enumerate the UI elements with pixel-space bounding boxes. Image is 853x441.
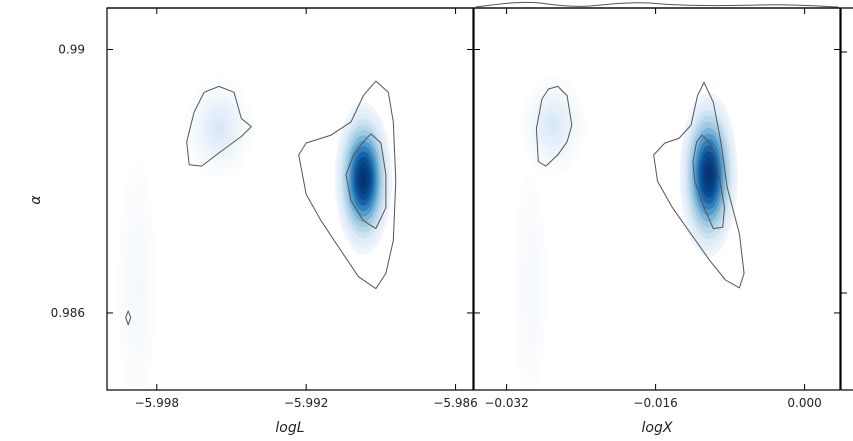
contour-2 [345, 133, 387, 230]
contour-0 [186, 85, 252, 167]
density-peak-0-level-13 [361, 173, 366, 185]
next-panel-edge [840, 8, 853, 391]
x-tick-label: 0.000 [787, 396, 821, 410]
density-contours [535, 81, 745, 289]
density-contours [125, 80, 397, 326]
x-axis-label: logL [275, 420, 304, 436]
density-heatmap [512, 74, 738, 390]
contour-1 [298, 80, 397, 290]
contour-0 [535, 85, 573, 167]
panel-logL-alpha: −5.998 −5.992 −5.986 0.99 0.986 logL α [28, 7, 478, 436]
contour-2 [692, 134, 725, 230]
contour-3 [125, 310, 132, 326]
density-heatmap [117, 77, 393, 390]
density-peak-0-level-13 [706, 168, 711, 181]
panel-logX-alpha: −0.032 −0.016 0.000 logX [473, 7, 841, 436]
x-tick-label: −0.016 [633, 396, 677, 410]
x-axis-ticks: −0.032 −0.016 0.000 [484, 8, 822, 410]
x-tick-label: −0.032 [484, 396, 528, 410]
x-tick-label: −5.998 [135, 396, 179, 410]
top-marginal-strip [107, 1, 853, 9]
x-axis-label: logX [642, 420, 673, 436]
x-tick-label: −5.992 [284, 396, 328, 410]
density-peak-1-level-13 [216, 124, 222, 132]
panel-frame [473, 7, 841, 391]
y-axis-ticks [474, 48, 840, 314]
contour-1 [653, 81, 745, 289]
y-tick-label: 0.986 [51, 306, 85, 320]
marginal-density-curve [475, 1, 839, 8]
density-peak-2-level-13 [134, 274, 139, 300]
panel-frame [106, 7, 474, 391]
density-peak-1-level-13 [550, 121, 556, 129]
y-tick-label: 0.99 [58, 42, 85, 56]
x-tick-label: −5.986 [433, 396, 477, 410]
y-axis-label: α [28, 195, 44, 205]
y-axis-ticks: 0.99 0.986 [51, 42, 473, 320]
x-axis-ticks: −5.998 −5.992 −5.986 [135, 8, 478, 410]
density-peak-2-level-13 [527, 274, 532, 300]
